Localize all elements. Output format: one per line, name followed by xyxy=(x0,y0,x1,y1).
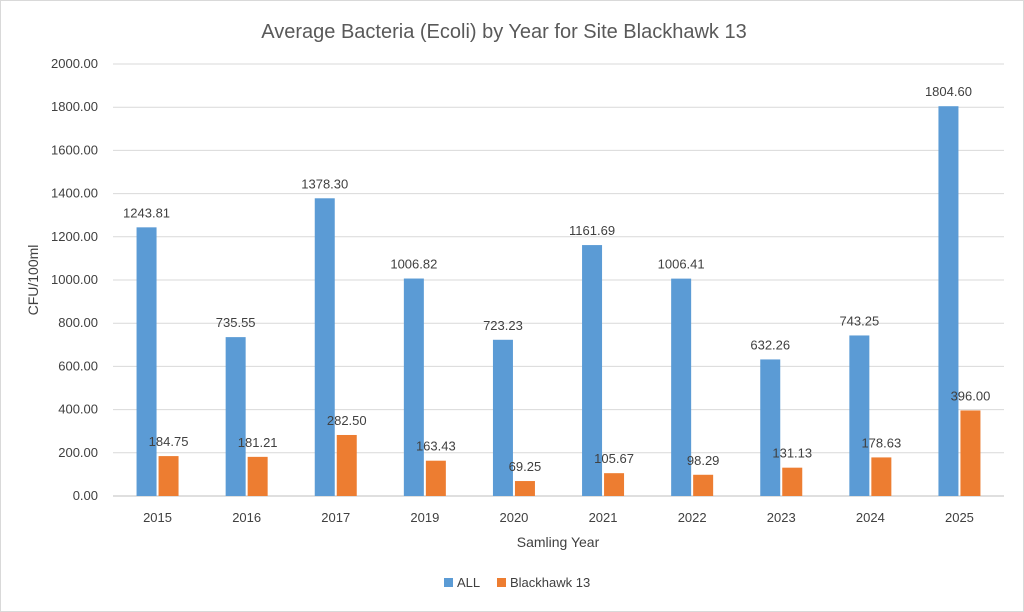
x-tick-label: 2016 xyxy=(232,510,261,525)
bar-blackhawk-13-2019 xyxy=(425,460,446,496)
bar-blackhawk-13-2022 xyxy=(693,474,714,496)
y-tick-label: 600.00 xyxy=(58,358,98,373)
bar-blackhawk-13-2023 xyxy=(782,467,803,496)
bars: 1243.81 184.75 735.55 181.21 1378.30 282.50 10… xyxy=(123,84,991,497)
y-tick-label: 0.00 xyxy=(73,488,98,503)
data-label: 184.75 xyxy=(149,434,189,449)
legend-label: ALL xyxy=(457,575,480,590)
data-label: 1243.81 xyxy=(123,205,170,220)
y-tick-label: 200.00 xyxy=(58,445,98,460)
y-axis-label: CFU/100ml xyxy=(25,245,41,316)
bar-all-2024 xyxy=(849,335,870,496)
bar-blackhawk-13-2025 xyxy=(960,410,981,496)
y-tick-label: 800.00 xyxy=(58,315,98,330)
x-tick-label: 2025 xyxy=(945,510,974,525)
data-label: 396.00 xyxy=(951,388,991,403)
bar-blackhawk-13-2024 xyxy=(871,457,892,496)
data-label: 282.50 xyxy=(327,413,367,428)
x-tick-label: 2017 xyxy=(321,510,350,525)
y-tick-label: 1400.00 xyxy=(51,186,98,201)
y-tick-label: 2000.00 xyxy=(51,56,98,71)
bar-all-2020 xyxy=(492,339,513,496)
data-label: 632.26 xyxy=(750,337,790,352)
x-tick-label: 2019 xyxy=(410,510,439,525)
x-axis-ticks: 2015 2016 2017 2019 2020 2021 2022 2023 2024 2025 xyxy=(143,510,974,525)
bar-all-2023 xyxy=(760,359,781,496)
y-tick-label: 1600.00 xyxy=(51,142,98,157)
data-label: 163.43 xyxy=(416,439,456,454)
legend-swatch xyxy=(497,578,506,587)
x-tick-label: 2024 xyxy=(856,510,885,525)
data-label: 1161.69 xyxy=(569,223,615,238)
data-label: 723.23 xyxy=(483,318,523,333)
y-tick-label: 400.00 xyxy=(58,402,98,417)
x-tick-label: 2022 xyxy=(678,510,707,525)
bar-all-2019 xyxy=(403,278,424,496)
bar-all-2015 xyxy=(136,227,157,496)
legend-label: Blackhawk 13 xyxy=(510,575,590,590)
bar-blackhawk-13-2016 xyxy=(247,456,268,496)
x-tick-label: 2020 xyxy=(499,510,528,525)
bar-all-2021 xyxy=(582,245,603,496)
x-tick-label: 2021 xyxy=(589,510,618,525)
data-label: 181.21 xyxy=(238,435,278,450)
data-label: 131.13 xyxy=(772,446,812,461)
data-label: 1378.30 xyxy=(301,176,348,191)
y-tick-label: 1800.00 xyxy=(51,99,98,114)
chart-title: Average Bacteria (Ecoli) by Year for Sit… xyxy=(261,21,746,43)
x-tick-label: 2015 xyxy=(143,510,172,525)
bar-all-2017 xyxy=(314,198,335,496)
data-label: 1804.60 xyxy=(925,84,972,99)
bar-blackhawk-13-2021 xyxy=(604,473,625,496)
data-label: 69.25 xyxy=(509,459,542,474)
data-label: 743.25 xyxy=(839,313,879,328)
bar-blackhawk-13-2020 xyxy=(514,481,535,496)
legend-swatch xyxy=(444,578,453,587)
bar-blackhawk-13-2017 xyxy=(336,434,357,496)
data-label: 1006.82 xyxy=(390,257,437,272)
legend: ALL Blackhawk 13 xyxy=(444,575,590,590)
data-label: 735.55 xyxy=(216,315,256,330)
gridlines xyxy=(113,63,1004,497)
y-tick-label: 1000.00 xyxy=(51,272,98,287)
bar-all-2022 xyxy=(671,278,692,496)
x-axis-label: Samling Year xyxy=(517,534,600,550)
bar-blackhawk-13-2015 xyxy=(158,456,179,496)
data-label: 98.29 xyxy=(687,453,720,468)
data-label: 105.67 xyxy=(594,451,634,466)
bar-all-2016 xyxy=(225,337,246,496)
data-label: 178.63 xyxy=(861,435,901,450)
y-axis-ticks: 0.00 200.00 400.00 600.00 800.00 1000.00 1200.… xyxy=(51,56,98,503)
data-label: 1006.41 xyxy=(658,257,705,272)
x-tick-label: 2023 xyxy=(767,510,796,525)
bar-all-2025 xyxy=(938,106,959,497)
y-tick-label: 1200.00 xyxy=(51,229,98,244)
